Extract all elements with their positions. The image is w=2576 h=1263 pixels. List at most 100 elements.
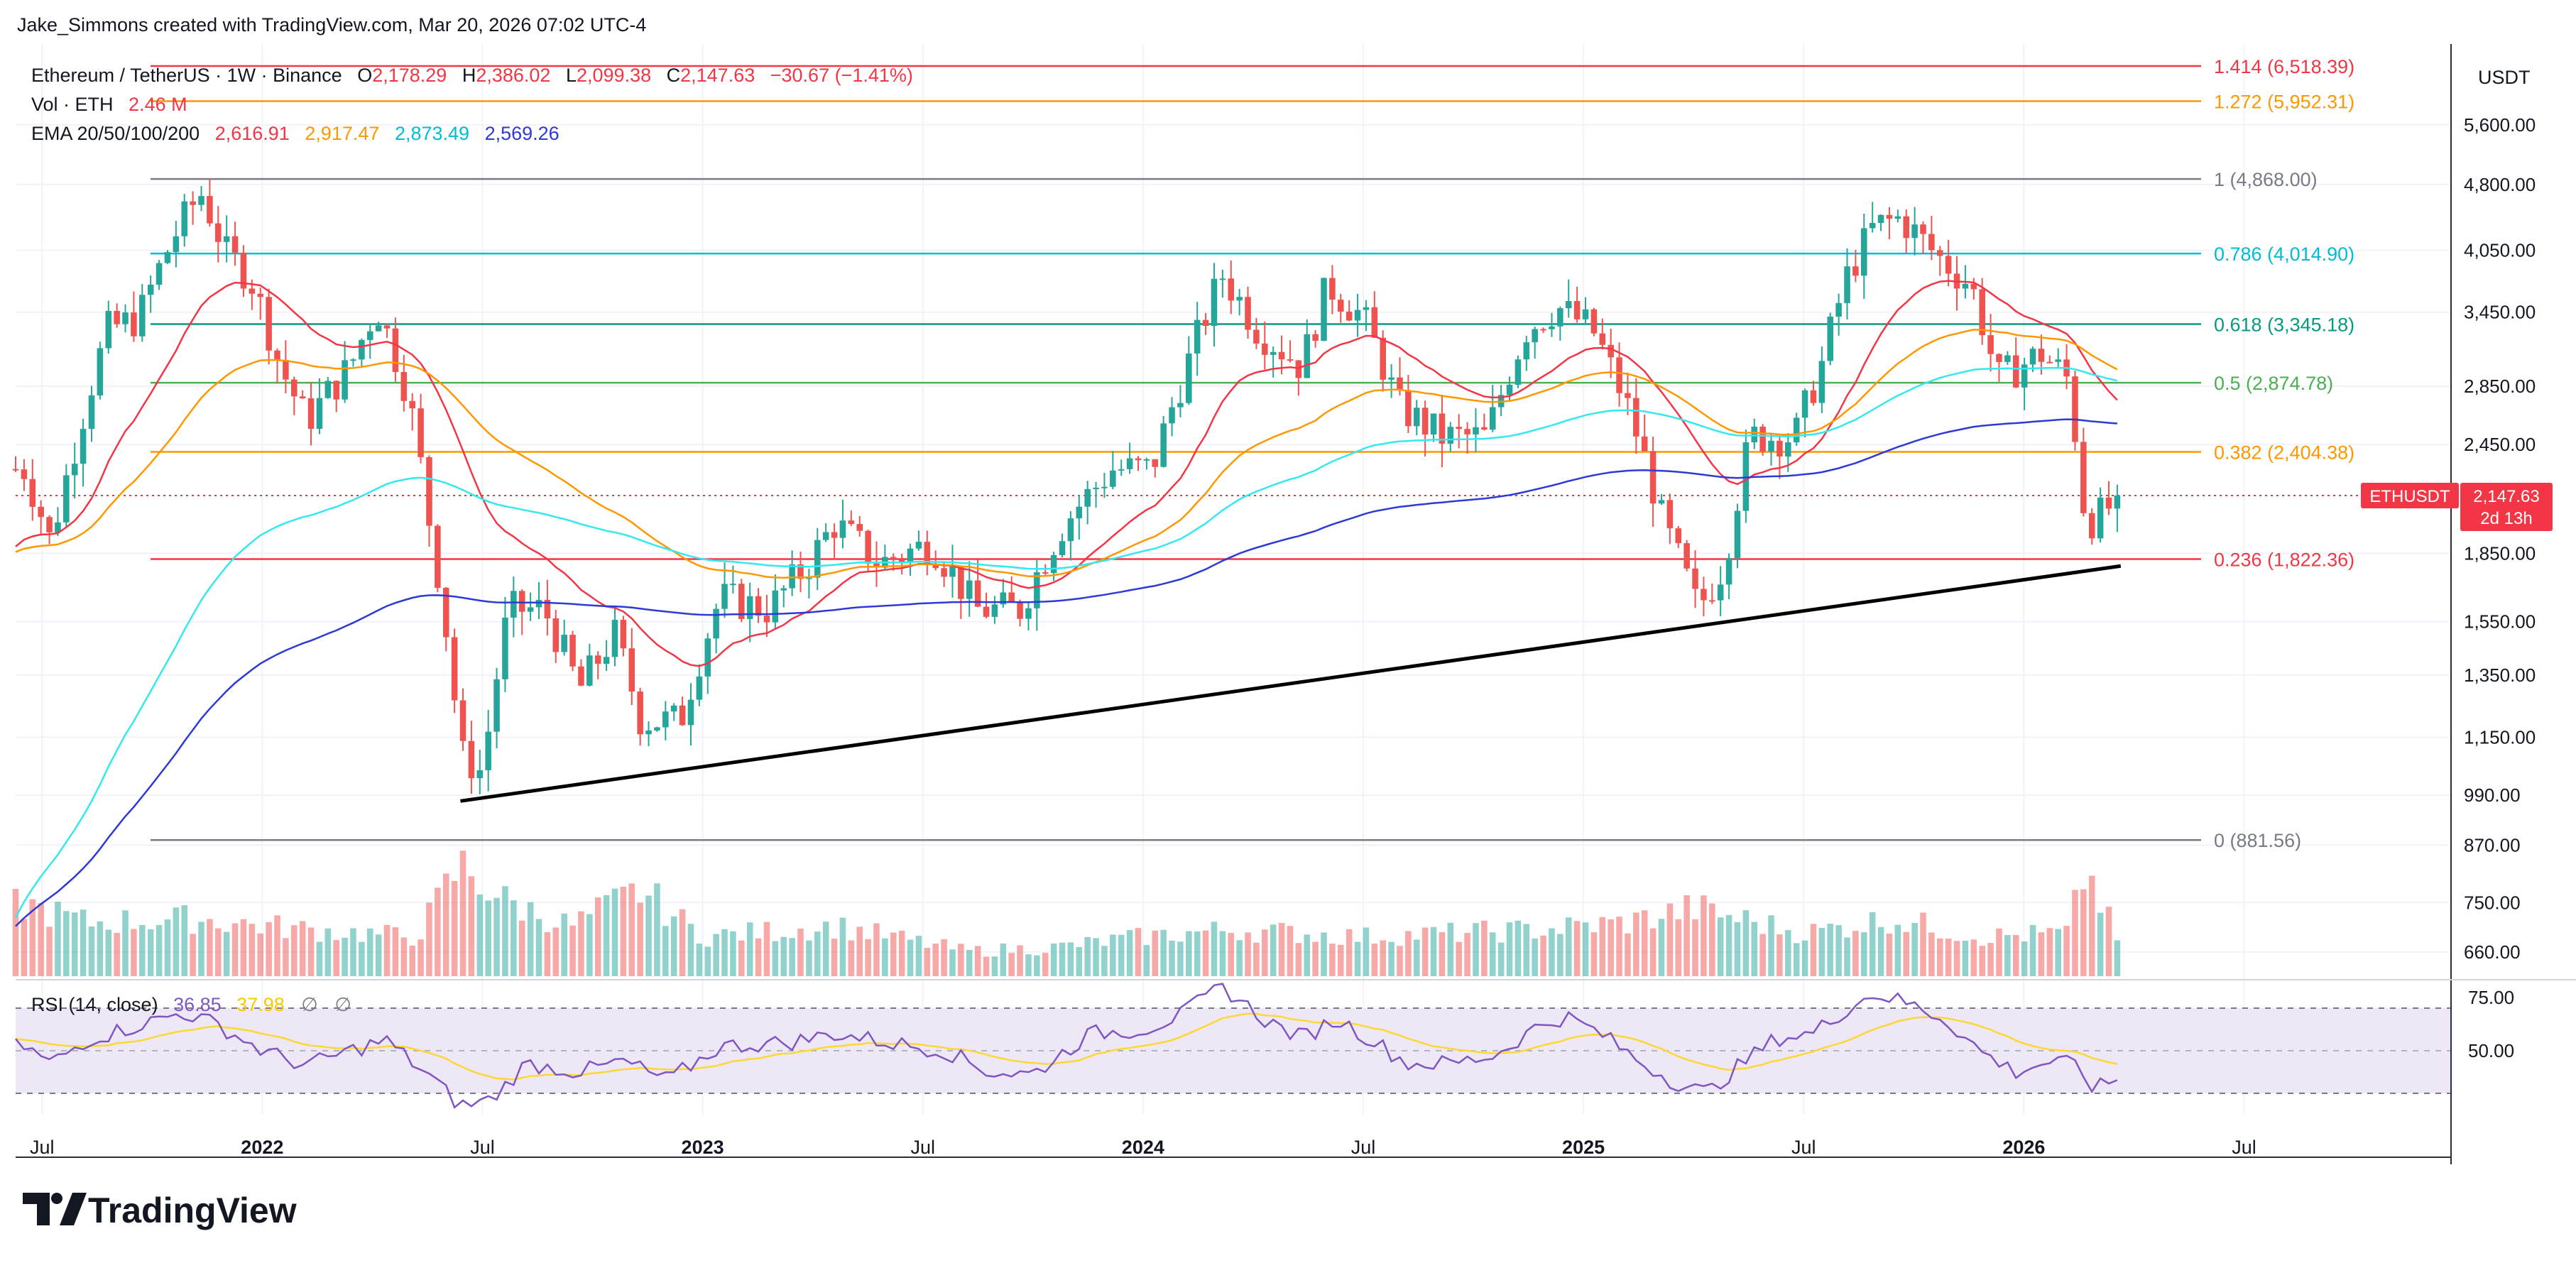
volume-bar (131, 929, 137, 976)
volume-bar (249, 924, 256, 976)
volume-bar (1312, 941, 1319, 976)
volume-bar (409, 945, 415, 976)
candle-body (1936, 250, 1943, 256)
volume-bar (1270, 924, 1277, 976)
volume-bar (316, 941, 323, 976)
fib-level-label: 0.618 (3,345.18) (2214, 315, 2354, 336)
volume-bar (1219, 931, 1226, 976)
candle-body (924, 542, 931, 565)
volume-bar (442, 873, 449, 976)
volume-bar (1734, 922, 1741, 976)
volume-bar (12, 888, 19, 976)
candle-body (122, 312, 129, 324)
candle-body (223, 236, 230, 242)
candle-body (1211, 278, 1218, 327)
volume-legend[interactable]: Vol · ETH 2.46 M (31, 94, 187, 115)
candle-body (814, 540, 821, 578)
volume-bar (898, 930, 905, 976)
candle-body (1456, 427, 1462, 430)
candle-body (1439, 413, 1446, 444)
candle-body (1717, 584, 1724, 601)
volume-bar (459, 851, 466, 976)
candle-body (1093, 487, 1099, 489)
ema-legend[interactable]: EMA 20/50/100/200 2,616.91 2,917.47 2,87… (31, 123, 560, 144)
volume-bar (670, 916, 677, 976)
volume-bar (1709, 903, 1715, 976)
time-tick-label: Jul (910, 1137, 935, 1158)
volume-bar (2114, 940, 2121, 976)
support-trendline[interactable] (460, 564, 2122, 803)
candle-body (299, 396, 306, 399)
volume-bar (713, 934, 719, 976)
volume-bar (266, 922, 272, 976)
volume-bar (704, 946, 711, 976)
open-value: 2,178.29 (372, 65, 447, 86)
currency-label[interactable]: USDT (2478, 67, 2531, 88)
candle-body (350, 359, 356, 361)
candle-body (1987, 335, 1994, 354)
candle-body (662, 711, 669, 728)
candle-body (1962, 283, 1969, 289)
candle-body (628, 648, 635, 692)
tradingview-logo[interactable]: TradingView (23, 1191, 297, 1230)
candle-body (907, 548, 914, 562)
volume-bar (147, 929, 154, 976)
candle-body (131, 312, 137, 337)
volume-bar (29, 899, 36, 976)
volume-bar (1380, 940, 1386, 976)
volume-bar (2046, 928, 2053, 976)
candle-body (1481, 427, 1488, 430)
candle-body (2021, 364, 2028, 388)
volume-bar (198, 922, 204, 976)
candle-body (1515, 359, 1522, 385)
volume-bar (2012, 934, 2019, 976)
symbol-legend[interactable]: Ethereum / TetherUS · 1W · Binance O2,17… (31, 65, 913, 86)
candle-body (806, 577, 812, 579)
candle-body (755, 596, 762, 616)
volume-bar (97, 921, 104, 976)
current-price-tag[interactable]: ETHUSDT 2,147.63 2d 13h (2361, 482, 2553, 531)
volume-bar (215, 928, 222, 976)
volume-bar (105, 929, 112, 976)
volume-bar (1211, 922, 1218, 976)
candle-body (1979, 289, 1985, 336)
publisher-line: Jake_Simmons created with TradingView.co… (17, 14, 646, 35)
rsi-pane[interactable] (15, 983, 2451, 1109)
candle-body (1202, 319, 1209, 327)
candle-body (1363, 307, 1370, 310)
candle-body (1304, 334, 1311, 378)
candle-body (873, 563, 880, 568)
candle-body (797, 564, 804, 579)
axes: 5,600.00 4,800.00 4,050.00 3,450.00 2,850.00… (16, 44, 2576, 1164)
volume-bar (1447, 922, 1454, 976)
time-tick-label: Jul (2232, 1137, 2256, 1158)
time-tick-label: Jul (30, 1137, 55, 1158)
candle-body (1371, 307, 1378, 338)
volume-bar (535, 919, 542, 976)
volume-bar (1346, 929, 1353, 976)
volume-bar (620, 887, 627, 976)
candle-body (1641, 436, 1648, 452)
volume-bar (139, 924, 146, 976)
candle-body (2097, 497, 2104, 539)
candle-body (713, 608, 719, 639)
volume-bar (240, 919, 247, 976)
volume-bar (839, 917, 846, 976)
rsi-legend[interactable]: RSI (14, close) 36.85 37.98 ∅ ∅ (31, 994, 351, 1015)
candle-body (1160, 423, 1167, 467)
candle-body (1777, 440, 1783, 456)
volume-bar (1169, 940, 1175, 976)
candle-body (12, 469, 19, 471)
volume-bar (290, 925, 298, 976)
candle-body (249, 288, 256, 294)
volume-bar (1473, 923, 1479, 976)
candle-body (2114, 495, 2121, 509)
candle-body (459, 700, 466, 741)
volume-bar (1143, 945, 1150, 976)
countdown-label: 2d 13h (2480, 509, 2532, 528)
volume-bar (375, 934, 382, 976)
candle-body (485, 731, 491, 770)
volume-bar (1008, 953, 1015, 976)
volume-bar (1641, 910, 1648, 976)
